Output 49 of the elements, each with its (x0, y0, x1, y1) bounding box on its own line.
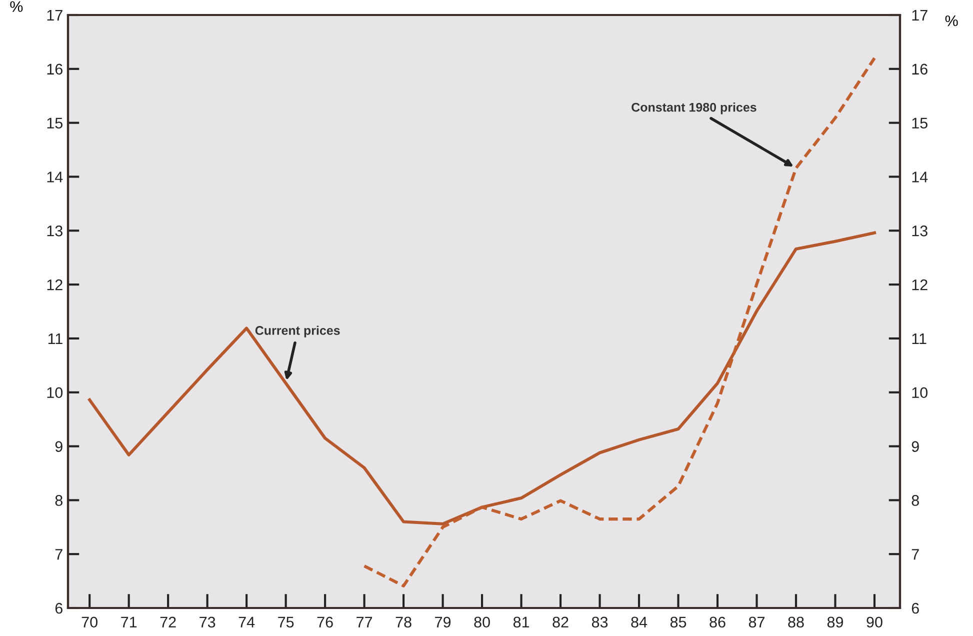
x-tick-label: 79 (435, 616, 451, 628)
y-tick-label: 16 (47, 64, 62, 75)
y-tick-label: 15 (47, 118, 62, 129)
y-tick-label: 13 (47, 226, 62, 236)
x-tick-label: 90 (866, 616, 882, 628)
x-tick-label: 83 (592, 616, 608, 628)
y-tick-label: 17 (47, 10, 62, 21)
y-tick-label: 14 (47, 172, 63, 182)
y2-tick-label: 7 (912, 549, 919, 560)
x-tick-label: 86 (710, 616, 726, 628)
y2-tick-label: 10 (912, 387, 928, 398)
x-tick-label: 78 (396, 616, 412, 628)
x-tick-label: 75 (278, 616, 294, 628)
y2-tick-label: 16 (912, 64, 928, 75)
x-tick-label: 81 (513, 616, 530, 628)
x-tick-label: 72 (160, 616, 176, 628)
y2-tick-label: 11 (912, 333, 926, 344)
y-tick-label: 6 (55, 602, 62, 614)
x-tick-label: 89 (827, 616, 844, 628)
y2-axis-title: % (945, 15, 958, 26)
x-tick-label: 71 (121, 616, 137, 628)
y2-tick-label: 15 (912, 118, 928, 129)
x-tick-label: 76 (317, 616, 333, 628)
y2-tick-label: 9 (912, 441, 919, 452)
x-tick-label: 88 (788, 616, 804, 628)
x-tick-label: 87 (748, 616, 764, 628)
x-tick-label: 82 (552, 616, 568, 628)
annotation: Current prices (255, 326, 340, 338)
annotation: Constant 1980 prices (632, 102, 756, 114)
y-tick-label: 8 (55, 495, 62, 506)
y-tick-label: 11 (48, 333, 62, 344)
y-tick-label: 7 (55, 549, 62, 560)
y2-tick-label: 13 (912, 226, 928, 236)
x-tick-label: 80 (474, 616, 490, 628)
y-axis-title: % (10, 1, 23, 12)
y-tick-label: 12 (47, 279, 62, 290)
x-tick-label: 74 (238, 616, 255, 628)
y2-tick-label: 12 (912, 279, 928, 290)
y-tick-label: 9 (55, 441, 62, 452)
x-tick-label: 84 (631, 616, 648, 628)
x-tick-label: 77 (356, 616, 372, 628)
y-tick-label: 10 (47, 387, 63, 398)
x-tick-label: 73 (200, 616, 216, 628)
y2-tick-label: 8 (912, 495, 919, 506)
x-tick-label: 85 (670, 616, 686, 628)
y2-tick-label: 17 (912, 10, 928, 21)
x-tick-label: 70 (82, 616, 98, 628)
y2-tick-label: 14 (912, 172, 928, 182)
y2-tick-label: 6 (912, 602, 919, 614)
